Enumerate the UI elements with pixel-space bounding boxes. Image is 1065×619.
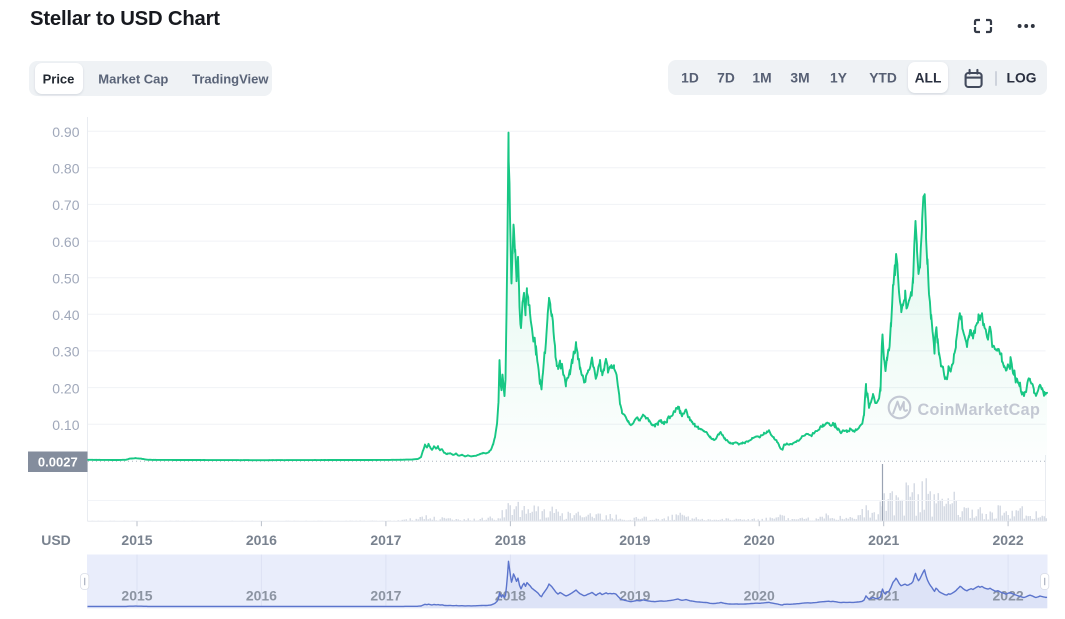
svg-text:2021: 2021 <box>868 532 899 548</box>
svg-text:2019: 2019 <box>619 532 650 548</box>
svg-text:2017: 2017 <box>370 532 401 548</box>
svg-text:0.40: 0.40 <box>52 307 79 323</box>
svg-text:0.50: 0.50 <box>52 271 79 287</box>
svg-text:CoinMarketCap: CoinMarketCap <box>918 401 1041 419</box>
svg-text:2022: 2022 <box>993 532 1024 548</box>
svg-text:2021: 2021 <box>868 588 899 604</box>
svg-text:0.30: 0.30 <box>52 344 79 360</box>
svg-text:2016: 2016 <box>246 532 277 548</box>
svg-text:2018: 2018 <box>495 532 526 548</box>
svg-text:0.80: 0.80 <box>52 161 79 177</box>
svg-text:2016: 2016 <box>246 588 277 604</box>
svg-text:2015: 2015 <box>121 588 152 604</box>
svg-text:USD: USD <box>41 532 71 548</box>
svg-text:2018: 2018 <box>495 588 526 604</box>
svg-text:0.20: 0.20 <box>52 380 79 396</box>
svg-text:0.0027: 0.0027 <box>38 454 78 469</box>
svg-text:0.70: 0.70 <box>52 197 79 213</box>
svg-text:0.10: 0.10 <box>52 417 79 433</box>
svg-text:0.90: 0.90 <box>52 124 79 140</box>
svg-text:2017: 2017 <box>370 588 401 604</box>
svg-text:2020: 2020 <box>744 532 775 548</box>
svg-text:0.60: 0.60 <box>52 234 79 250</box>
svg-text:2015: 2015 <box>121 532 152 548</box>
svg-text:2020: 2020 <box>744 588 775 604</box>
